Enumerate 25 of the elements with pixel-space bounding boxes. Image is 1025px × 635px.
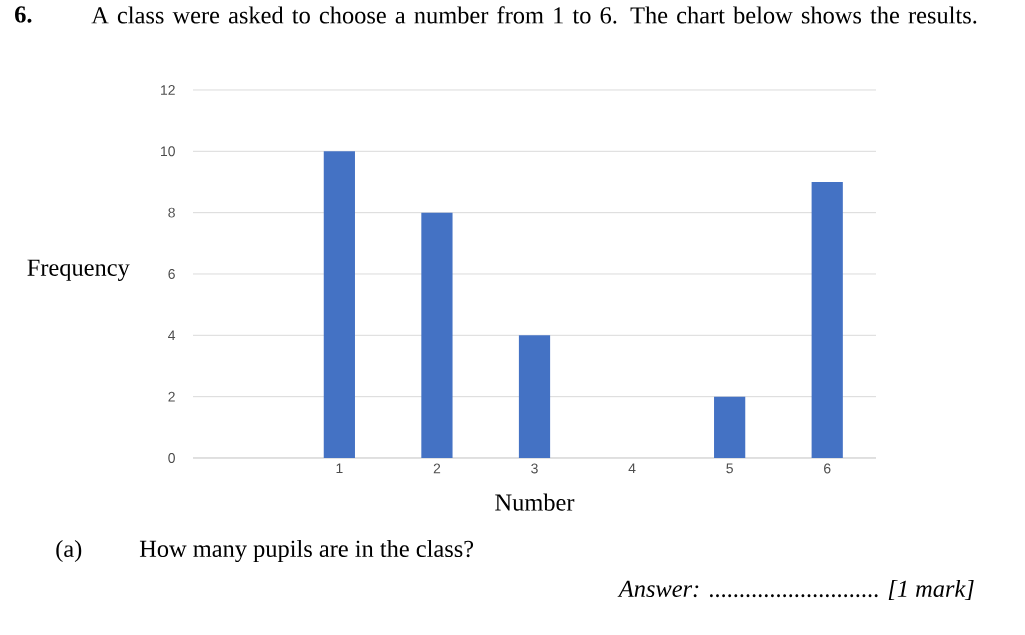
x-tick-label: 5 — [726, 463, 733, 474]
x-tick-label: 6 — [824, 463, 831, 474]
x-axis-title: Number — [495, 493, 575, 511]
bar — [323, 151, 355, 458]
y-axis-title: Frequency — [27, 259, 130, 281]
x-tick-label: 2 — [433, 463, 441, 474]
y-tick-label: 4 — [168, 330, 176, 341]
y-tick-label: 6 — [168, 269, 175, 279]
x-tick-label: 3 — [531, 463, 538, 474]
text: (a) — [56, 539, 82, 563]
chart-title: A class were asked to choose a number from 1 to 6. The chart below shows the results. — [91, 6, 977, 24]
y-tick-label: 2 — [168, 391, 175, 402]
x-tick-label: 1 — [336, 463, 343, 474]
y-tick-label: 8 — [168, 207, 175, 218]
text: Answer: ............................ [1 mark] — [617, 579, 974, 601]
x-tick-label: 4 — [628, 463, 636, 474]
bar — [811, 181, 843, 458]
text: How many pupils are in the class? — [139, 539, 474, 563]
bar — [714, 396, 746, 458]
y-tick-label: 12 — [161, 85, 175, 95]
bar — [518, 335, 551, 458]
text: 6. — [15, 6, 32, 23]
y-tick-label: 0 — [168, 453, 175, 463]
bar — [421, 212, 453, 458]
y-tick-label: 10 — [161, 146, 175, 157]
